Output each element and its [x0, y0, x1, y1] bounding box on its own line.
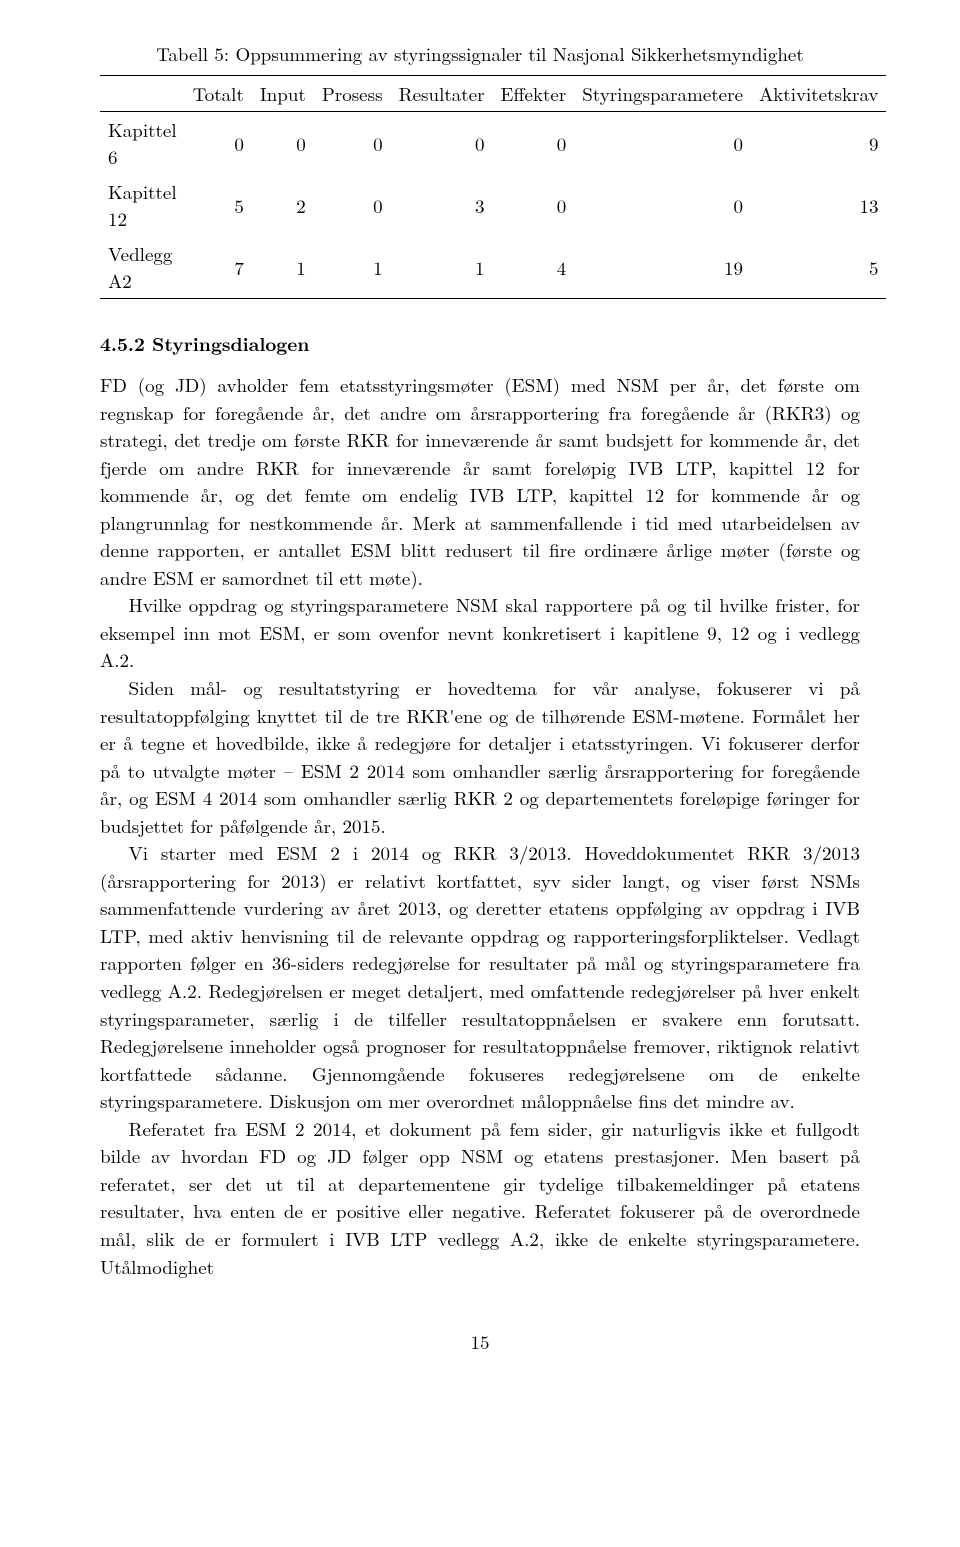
body-paragraph: Referatet fra ESM 2 2014, et dokument på…: [100, 1115, 860, 1280]
body-paragraph: Hvilke oppdrag og styringsparametere NSM…: [100, 591, 860, 674]
summary-table: Totalt Input Prosess Resultater Effekter…: [100, 75, 886, 299]
table-cell: 5: [751, 236, 886, 299]
table-cell: 7: [185, 236, 252, 299]
table-cell: 19: [574, 236, 751, 299]
col-header: Input: [252, 76, 314, 112]
table-cell: 13: [751, 174, 886, 236]
table-cell: 0: [252, 112, 314, 175]
table-cell: 5: [185, 174, 252, 236]
document-page: Tabell 5: Oppsummering av styringssignal…: [0, 0, 960, 1395]
table-cell: 0: [493, 112, 575, 175]
col-header: Effekter: [493, 76, 575, 112]
table-cell: 1: [252, 236, 314, 299]
table-row: Vedlegg A2 7 1 1 1 4 19 5: [100, 236, 886, 299]
table-cell: 0: [493, 174, 575, 236]
table-cell: 1: [391, 236, 493, 299]
col-header: Prosess: [314, 76, 391, 112]
table-header-row: Totalt Input Prosess Resultater Effekter…: [100, 76, 886, 112]
body-paragraph: FD (og JD) avholder fem etatsstyringsmøt…: [100, 371, 860, 591]
body-paragraph: Siden mål- og resultatstyring er hovedte…: [100, 674, 860, 839]
col-header: Aktivitetskrav: [751, 76, 886, 112]
table-cell: Kapittel 12: [100, 174, 185, 236]
col-header: Totalt: [185, 76, 252, 112]
table-cell: 0: [391, 112, 493, 175]
table-cell: 1: [314, 236, 391, 299]
col-header: Resultater: [391, 76, 493, 112]
table-cell: 0: [574, 112, 751, 175]
section-heading: 4.5.2 Styringsdialogen: [100, 329, 860, 357]
table-row: Kapittel 6 0 0 0 0 0 0 9: [100, 112, 886, 175]
table-caption: Tabell 5: Oppsummering av styringssignal…: [100, 40, 860, 67]
col-header: [100, 76, 185, 112]
table-cell: Kapittel 6: [100, 112, 185, 175]
col-header: Styringsparametere: [574, 76, 751, 112]
table-cell: 2: [252, 174, 314, 236]
table-cell: 0: [574, 174, 751, 236]
page-number: 15: [100, 1328, 860, 1355]
table-cell: Vedlegg A2: [100, 236, 185, 299]
table-row: Kapittel 12 5 2 0 3 0 0 13: [100, 174, 886, 236]
body-paragraph: Vi starter med ESM 2 i 2014 og RKR 3/201…: [100, 839, 860, 1114]
table-cell: 3: [391, 174, 493, 236]
table-cell: 4: [493, 236, 575, 299]
table-cell: 9: [751, 112, 886, 175]
table-cell: 0: [314, 174, 391, 236]
table-cell: 0: [314, 112, 391, 175]
table-cell: 0: [185, 112, 252, 175]
